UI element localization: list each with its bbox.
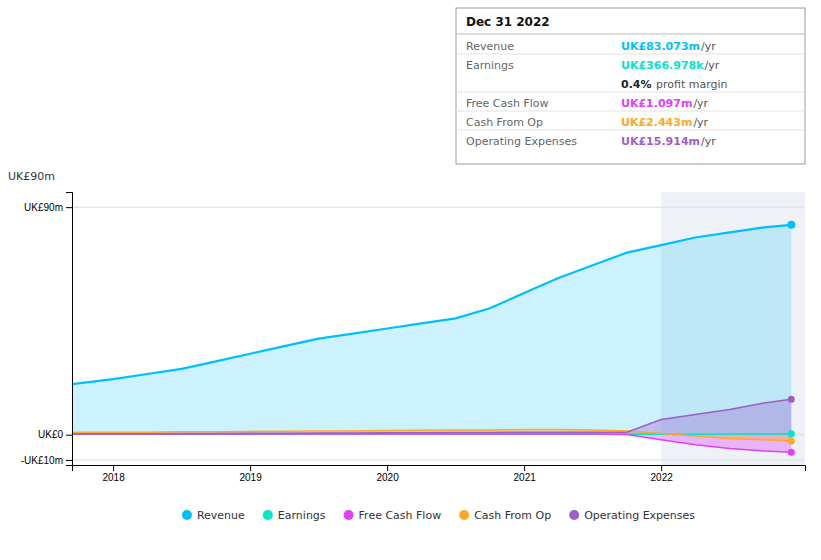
info-box-separator [456,130,805,131]
y-tick-label: UK£0 [38,429,63,440]
x-tick-mark [113,465,114,471]
endpoint-dot [788,437,795,444]
x-tick-mark [524,465,525,471]
info-box-title: Dec 31 2022 [466,15,550,29]
info-box-unit: /yr [701,40,716,53]
y-tick: UK£90m [24,202,72,213]
areas [72,225,791,453]
legend-swatch [344,510,354,520]
legend-label: Free Cash Flow [359,509,442,522]
x-tick-label: 2018 [102,472,125,483]
endpoint-dot [788,449,795,456]
info-box-separator [456,111,805,112]
legend-item: Operating Expenses [569,509,695,522]
info-box-unit: /yr [705,59,720,72]
info-box-label: Operating Expenses [466,135,577,148]
info-box-separator [456,92,805,93]
legend-label: Operating Expenses [584,509,695,522]
legend-label: Earnings [278,509,326,522]
endpoint-dot [788,396,795,403]
area [72,434,791,452]
chart-container: -UK£10m UK£0 UK£90m 2018 2019 2020 2021 2022 UK£… [0,0,821,560]
y-tick: -UK£10m [21,455,72,466]
info-box-value: UK£2.443m [621,116,692,129]
y-tick-label: UK£90m [24,202,63,213]
x-tick: 2022 [651,465,674,483]
y-axis-line [66,193,73,466]
info-box-label: Cash From Op [466,116,543,129]
grid-line [72,207,805,208]
x-tick-mark [387,465,388,471]
x-axis: 2018 2019 2020 2021 2022 [73,465,806,483]
info-box-separator [456,54,805,55]
legend-swatch [569,510,579,520]
area [72,225,791,435]
line [72,434,791,452]
legend-swatch [459,510,469,520]
lines [72,225,791,453]
line [72,225,791,384]
y-tick-label: -UK£10m [21,455,63,466]
info-box-label: Revenue [466,40,514,53]
legend-label: Cash From Op [474,509,551,522]
y-tick-mark [66,207,72,208]
legend-item: Free Cash Flow [344,509,442,522]
x-tick: 2019 [239,465,262,483]
x-tick-label: 2020 [376,472,399,483]
grid [72,207,805,460]
plot-area [72,192,805,465]
y-label: UK£90m [8,170,55,183]
info-box-value: UK£366.978k [621,59,704,72]
x-tick: 2021 [514,465,537,483]
y-tick-mark [66,435,72,436]
y-tick: UK£0 [38,429,72,440]
y-axis: -UK£10m UK£0 UK£90m [21,193,73,466]
line [72,399,791,434]
legend-item: Revenue [182,509,245,522]
info-box-value: UK£1.097m [621,97,692,110]
info-box-value: UK£15.914m [621,135,700,148]
x-tick-label: 2022 [651,472,674,483]
line [72,430,791,441]
y-tick-mark [66,460,72,461]
info-box-unit: /yr [693,116,708,129]
info-box-unit: /yr [701,135,716,148]
x-tick-mark [661,465,662,471]
x-tick-label: 2019 [239,472,262,483]
info-box-frame [456,8,805,164]
info-box-label: Earnings [466,59,514,72]
legend-swatch [263,510,273,520]
info-box-value: 0.4% [621,78,652,91]
x-tick-mark [250,465,251,471]
endpoints [787,221,795,456]
legend-swatch [182,510,192,520]
x-tick: 2018 [102,465,125,483]
info-box-unit: profit margin [653,78,728,91]
info-box-value: UK£83.073m [621,40,700,53]
legend-item: Earnings [263,509,326,522]
endpoint-dot [788,430,795,437]
info-box-label: Free Cash Flow [466,97,549,110]
info-box: Dec 31 2022 Revenue UK£83.073m/yr Earnings U… [456,8,805,164]
chart: -UK£10m UK£0 UK£90m 2018 2019 2020 2021 2022 UK£… [0,0,821,560]
x-axis-line [73,466,806,472]
area [72,399,791,434]
legend: Revenue Earnings Free Cash Flow Cash From O… [182,509,695,522]
legend-item: Cash From Op [459,509,551,522]
x-tick-label: 2021 [514,472,537,483]
x-tick: 2020 [376,465,399,483]
info-box-unit: /yr [693,97,708,110]
info-box-separator [456,34,805,35]
endpoint-dot [787,221,795,229]
grid-line [72,459,805,460]
legend-label: Revenue [197,509,245,522]
